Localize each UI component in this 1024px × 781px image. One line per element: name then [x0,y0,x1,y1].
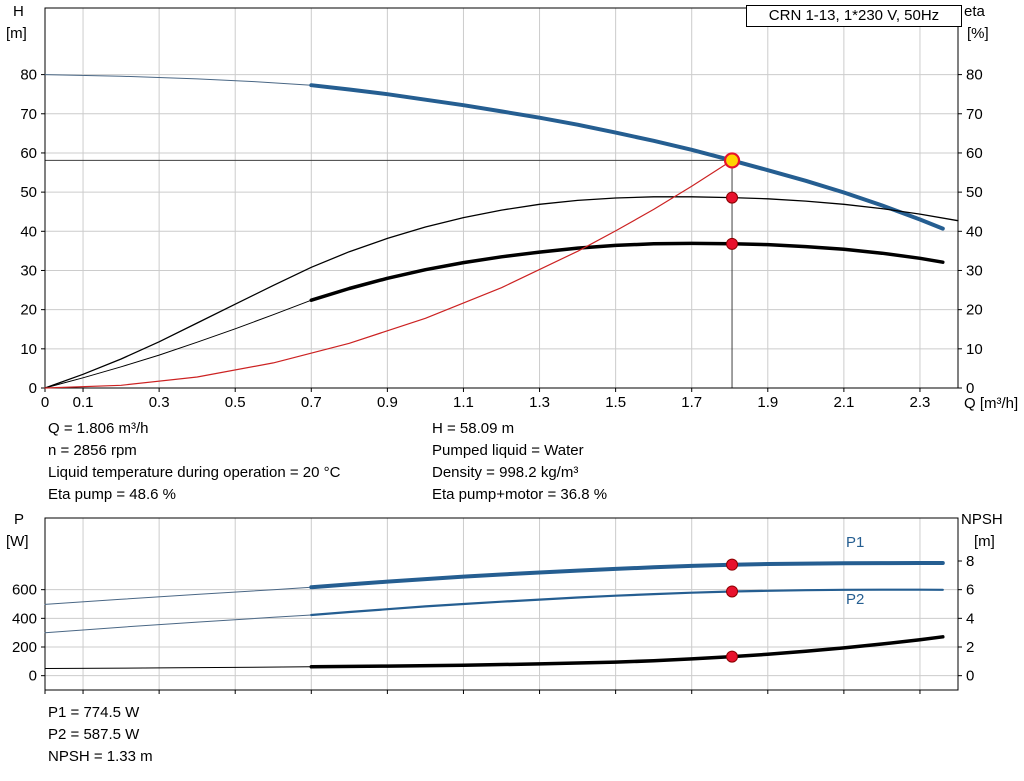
tick-label: 10 [20,341,37,358]
p-axis-title: P [14,511,25,528]
p2-curve [310,588,944,617]
tick-label: 8 [966,553,974,570]
tick-label: 50 [20,184,37,201]
tick-label: 1.1 [453,394,474,411]
tick-label: 6 [966,582,974,599]
tick-label: 40 [966,223,983,240]
p-axis-unit: [W] [6,533,29,550]
tick-label: 0.7 [301,394,322,411]
system-curve [44,159,733,389]
tick-label: 10 [966,341,983,358]
p1-readout: P1 = 774.5 W [48,704,140,721]
tick-label: 0 [966,380,974,397]
tick-label: 50 [966,184,983,201]
tick-label: 400 [12,610,37,627]
q-readout: Q = 1.806 m³/h [48,420,149,437]
p1-duty-marker[interactable] [726,558,739,571]
pumped-liquid-readout: Pumped liquid = Water [432,442,584,459]
tick-label: 4 [966,610,974,627]
p2-duty-marker[interactable] [726,585,739,598]
p1-curve-label: P1 [846,534,865,551]
tick-label: 30 [20,262,37,279]
tick-label: 20 [966,302,983,319]
eta-pump-curve [44,196,959,389]
p1-curve [309,561,945,590]
eta-axis-title: eta [964,3,985,20]
tick-label: 80 [20,67,37,84]
npsh-curve [309,635,945,669]
tick-label: 80 [966,67,983,84]
p2-readout: P2 = 587.5 W [48,726,140,743]
npsh-axis-unit: [m] [974,533,995,550]
npsh-curve-extension [44,666,312,669]
eta-pump-motor-duty-marker[interactable] [726,237,739,250]
temperature-readout: Liquid temperature during operation = 20… [48,464,341,481]
tick-label: 60 [20,145,37,162]
duty-point-marker[interactable] [723,152,741,169]
eta-pump-motor-curve [309,241,945,302]
tick-label: 0.5 [225,394,246,411]
tick-label: 60 [966,145,983,162]
tick-label: 1.3 [529,394,550,411]
density-readout: Density = 998.2 kg/m³ [432,464,579,481]
tick-label: 70 [966,106,983,123]
qh-curve-extension [44,74,312,86]
tick-label: 20 [20,302,37,319]
p1-curve-extension [44,586,312,605]
h-axis-unit: [m] [6,25,27,42]
speed-readout: n = 2856 rpm [48,442,137,459]
npsh-duty-marker[interactable] [726,650,739,663]
duty-info-right: H = 58.09 m Pumped liquid = Water Densit… [432,420,607,508]
p2-curve-label: P2 [846,591,865,608]
tick-label: 40 [20,223,37,240]
eta-pump-readout: Eta pump = 48.6 % [48,486,176,503]
eta-pump-duty-marker[interactable] [726,191,739,204]
npsh-axis-title: NPSH [961,511,1003,528]
tick-label: 0 [29,380,37,397]
h-axis-title: H [13,3,24,20]
tick-label: 600 [12,582,37,599]
tick-label: 0 [41,394,49,411]
p2-curve-extension [44,614,312,634]
plot-frame [44,7,959,389]
tick-label: 1.7 [681,394,702,411]
power-npsh-chart[interactable]: 0 200 400 600 0 2 4 6 8 [0,508,1024,703]
tick-label: 0 [966,668,974,685]
tick-label: 2 [966,639,974,656]
npsh-readout: NPSH = 1.33 m [48,748,153,765]
tick-label: 1.9 [757,394,778,411]
pump-title-box: CRN 1-13, 1*230 V, 50Hz [746,5,962,27]
eta-axis-unit: [%] [967,25,989,42]
qh-eta-chart[interactable]: 0 0.1 0.3 0.5 0.7 0.9 1.1 1.3 1.5 1.7 1.9 2.1 2.3 0 10… [0,0,1024,414]
h-readout: H = 58.09 m [432,420,515,437]
qh-curve [309,83,945,231]
tick-label: 200 [12,639,37,656]
tick-label: 0.9 [377,394,398,411]
tick-label: 1.5 [605,394,626,411]
tick-label: 2.3 [910,394,931,411]
tick-label: 0.3 [149,394,170,411]
eta-pump-motor-readout: Eta pump+motor = 36.8 % [432,486,608,503]
tick-label: 2.1 [833,394,854,411]
duty-info-left: Q = 1.806 m³/h n = 2856 rpm Liquid tempe… [48,420,340,508]
tick-label: 30 [966,262,983,279]
tick-label: 0.1 [73,394,94,411]
result-panel: P1 = 774.5 W P2 = 587.5 W NPSH = 1.33 m [48,704,153,770]
tick-label: 0 [29,668,37,685]
eta-pump-motor-extension [44,299,312,389]
tick-label: 70 [20,106,37,123]
q-axis-title: Q [m³/h] [964,395,1019,412]
